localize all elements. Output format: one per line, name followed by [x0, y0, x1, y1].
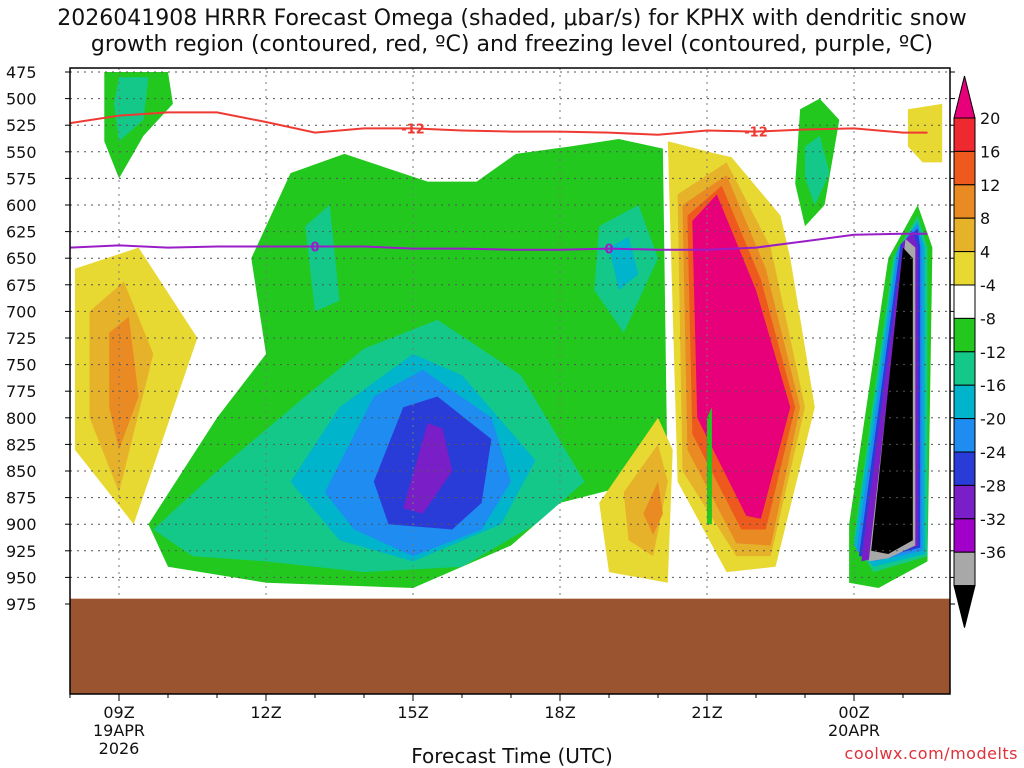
y-tick-label: 525	[6, 116, 37, 135]
colorbar-label: -32	[980, 510, 1006, 529]
colorbar-swatch	[953, 251, 976, 286]
y-axis: 475 500 525 550 575 600 625 650 675 700 725 750 775 8…	[6, 63, 955, 614]
y-tick-label: 600	[6, 196, 37, 215]
colorbar-label: 20	[980, 109, 1000, 128]
omega-region-31	[871, 247, 913, 554]
terrain	[70, 598, 950, 694]
y-tick-label: 875	[6, 489, 37, 508]
dendritic-growth-minus12-line	[70, 111, 928, 136]
y-tick-label: 925	[6, 542, 37, 561]
omega-region-15	[623, 444, 668, 557]
omega-region-33	[707, 407, 712, 525]
omega-shading	[74, 72, 943, 588]
y-tick-label: 950	[6, 568, 37, 587]
colorbar-swatch	[953, 551, 976, 587]
y-tick-label: 500	[6, 90, 37, 109]
colorbar-swatch	[953, 217, 976, 253]
freezing-level-label: 0	[604, 243, 613, 258]
dendritic-growth-minus12-label: -12	[401, 122, 425, 137]
y-tick-label: 850	[6, 462, 37, 481]
colorbar-top-arrow	[953, 75, 976, 119]
contour-lines: 0 0 -12 -12	[70, 111, 928, 258]
omega-region-1	[114, 77, 149, 142]
freezing-level-label: 0	[310, 240, 319, 255]
colorbar-label: -4	[980, 276, 996, 295]
ground-fill	[70, 598, 950, 694]
colorbar-swatch	[953, 451, 976, 486]
y-tick-label: 550	[6, 143, 37, 162]
colorbar-swatch	[953, 351, 976, 386]
colorbar-label: -24	[980, 443, 1006, 462]
colorbar-label: -8	[980, 309, 996, 328]
omega-region-4	[109, 316, 139, 450]
colorbar-swatch	[953, 150, 976, 186]
colorbar-swatch	[953, 384, 976, 420]
chart-title-line2: growth region (contoured, red, ºC) and f…	[90, 32, 934, 57]
colorbar-label: -20	[980, 410, 1006, 429]
colorbar-swatch	[953, 484, 976, 520]
dendritic-growth-minus12-label: -12	[744, 126, 768, 141]
x-tick-date: 19APR	[93, 721, 145, 740]
x-tick-label: 09Z	[103, 703, 134, 722]
y-tick-label: 975	[6, 595, 37, 614]
y-tick-label: 475	[6, 63, 37, 82]
colorbar-swatch	[953, 184, 976, 219]
colorbar-label: 12	[980, 176, 1000, 195]
colorbar-swatch	[953, 284, 976, 319]
freezing-level-line	[70, 232, 928, 251]
y-tick-label: 825	[6, 435, 37, 454]
y-tick-label: 800	[6, 409, 37, 428]
x-tick-label: 12Z	[250, 703, 281, 722]
omega-region-13	[609, 236, 639, 291]
omega-region-10	[403, 423, 453, 514]
colorbar-swatch	[953, 317, 976, 353]
x-tick-label: 00Z	[838, 703, 869, 722]
colorbar: 20 16 12 8 4 -4 -8 -12 -16 -20 -24 -28 -32 -36	[953, 75, 1006, 628]
y-tick-label: 625	[6, 223, 37, 242]
colorbar-swatch	[953, 418, 976, 453]
y-tick-label: 575	[6, 169, 37, 188]
chart-title-line1: 2026041908 HRRR Forecast Omega (shaded, …	[57, 6, 967, 31]
omega-region-23	[805, 135, 830, 205]
y-tick-label: 700	[6, 302, 37, 321]
x-tick-label: 15Z	[397, 703, 428, 722]
y-tick-label: 675	[6, 276, 37, 295]
colorbar-label: -28	[980, 476, 1006, 495]
colorbar-label: -12	[980, 343, 1006, 362]
omega-region-16	[643, 481, 663, 535]
colorbar-bottom-arrow	[953, 585, 976, 628]
x-tick-label: 18Z	[544, 703, 575, 722]
colorbar-label: -16	[980, 376, 1006, 395]
y-tick-label: 900	[6, 515, 37, 534]
colorbar-label: 4	[980, 243, 990, 262]
credit-link[interactable]: coolwx.com/modelts	[844, 744, 1018, 763]
plot-frame	[69, 67, 951, 695]
y-tick-label: 725	[6, 329, 37, 348]
colorbar-label: 16	[980, 142, 1000, 161]
x-tick-label: 21Z	[691, 703, 722, 722]
colorbar-label: -36	[980, 543, 1006, 562]
colorbar-swatch	[953, 117, 976, 152]
x-tick-year: 2026	[99, 739, 140, 758]
y-tick-label: 750	[6, 356, 37, 375]
x-axis-label: Forecast Time (UTC)	[411, 744, 613, 768]
x-tick-date: 20APR	[828, 721, 880, 740]
y-tick-label: 775	[6, 382, 37, 401]
y-tick-label: 650	[6, 249, 37, 268]
omega-region-21	[692, 194, 791, 519]
colorbar-swatch	[953, 518, 976, 553]
colorbar-label: 8	[980, 209, 990, 228]
